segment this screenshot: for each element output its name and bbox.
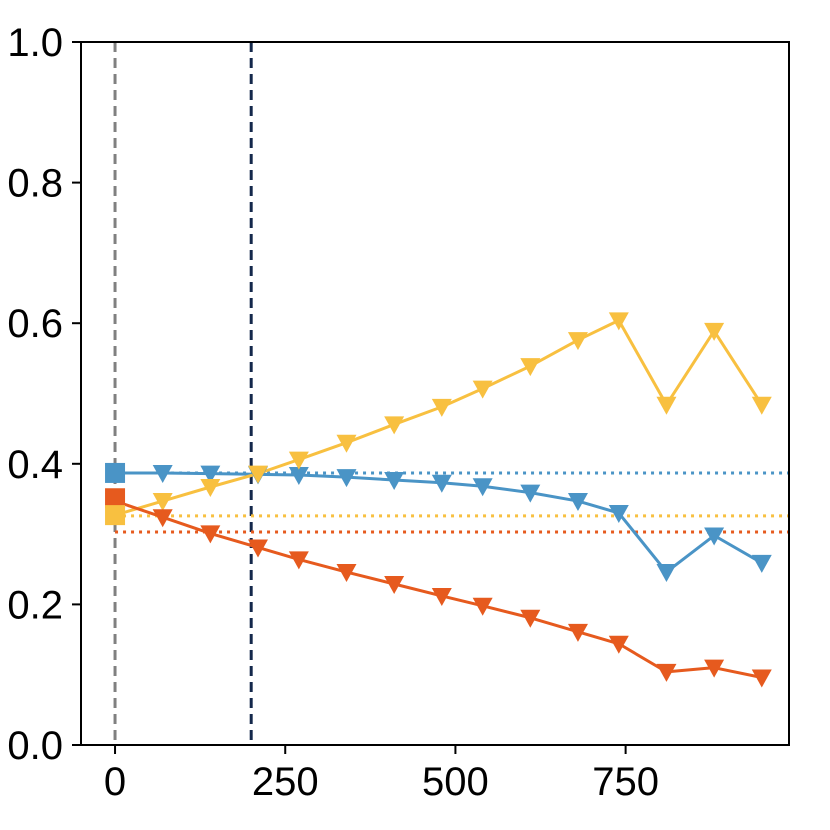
point-yellow-13	[704, 322, 725, 341]
point-orange-4	[288, 551, 309, 570]
y-axis-ticks: 0.0 0.2 0.4 0.6 0.8 1.0	[7, 21, 81, 768]
x-axis-ticks: 0 250 500 750	[104, 745, 659, 804]
point-orange-11	[608, 635, 629, 654]
point-yellow-5	[336, 434, 357, 453]
point-yellow-14	[751, 396, 772, 415]
point-yellow-1	[152, 493, 173, 512]
series-lines	[114, 318, 764, 679]
y-tick-label-5: 1.0	[7, 21, 63, 65]
point-blue-4	[288, 467, 309, 486]
point-yellow-8	[472, 380, 493, 399]
point-blue-14	[751, 554, 772, 573]
point-orange-3	[248, 539, 268, 558]
point-yellow-2	[200, 478, 221, 497]
data-points	[105, 312, 772, 688]
point-orange-1	[152, 509, 173, 528]
point-yellow-9	[520, 358, 541, 377]
x-tick-label-1: 250	[252, 760, 319, 804]
point-orange-2	[200, 525, 221, 544]
point-yellow-3	[248, 465, 268, 484]
point-yellow-12	[656, 396, 677, 415]
y-tick-label-2: 0.4	[7, 443, 63, 487]
point-orange-8	[472, 597, 493, 616]
point-yellow-7	[431, 398, 452, 417]
point-blue-11	[608, 505, 629, 524]
start-markers	[105, 462, 126, 526]
point-blue-9	[520, 484, 541, 503]
x-tick-label-2: 500	[422, 760, 489, 804]
start-marker-blue	[105, 462, 126, 483]
point-blue-2	[200, 465, 221, 484]
start-marker-yellow	[105, 505, 126, 526]
point-blue-8	[472, 478, 493, 497]
x-tick-label-0: 0	[104, 760, 126, 804]
point-yellow-6	[384, 416, 405, 435]
point-orange-7	[431, 587, 452, 606]
point-blue-7	[431, 474, 452, 493]
point-blue-1	[152, 464, 173, 483]
point-orange-10	[567, 623, 588, 642]
point-orange-13	[704, 659, 725, 678]
x-tick-label-3: 750	[592, 760, 659, 804]
point-orange-6	[384, 576, 405, 595]
point-yellow-4	[288, 451, 309, 470]
y-tick-label-3: 0.6	[7, 302, 63, 346]
reference-vertical-lines	[113, 42, 253, 745]
point-orange-12	[656, 663, 677, 682]
point-blue-10	[567, 493, 588, 512]
point-blue-12	[656, 564, 677, 583]
plot-frame	[80, 41, 790, 746]
point-orange-5	[336, 564, 357, 583]
point-yellow-11	[608, 312, 629, 331]
y-tick-label-1: 0.2	[7, 583, 63, 627]
point-orange-14	[751, 669, 772, 688]
point-blue-13	[704, 527, 725, 546]
point-blue-5	[336, 469, 357, 488]
y-tick-label-0: 0.0	[7, 724, 63, 768]
point-yellow-10	[567, 332, 588, 351]
start-marker-orange	[105, 488, 126, 509]
point-orange-9	[520, 609, 541, 628]
point-blue-6	[384, 471, 405, 490]
y-tick-label-4: 0.8	[7, 162, 63, 206]
